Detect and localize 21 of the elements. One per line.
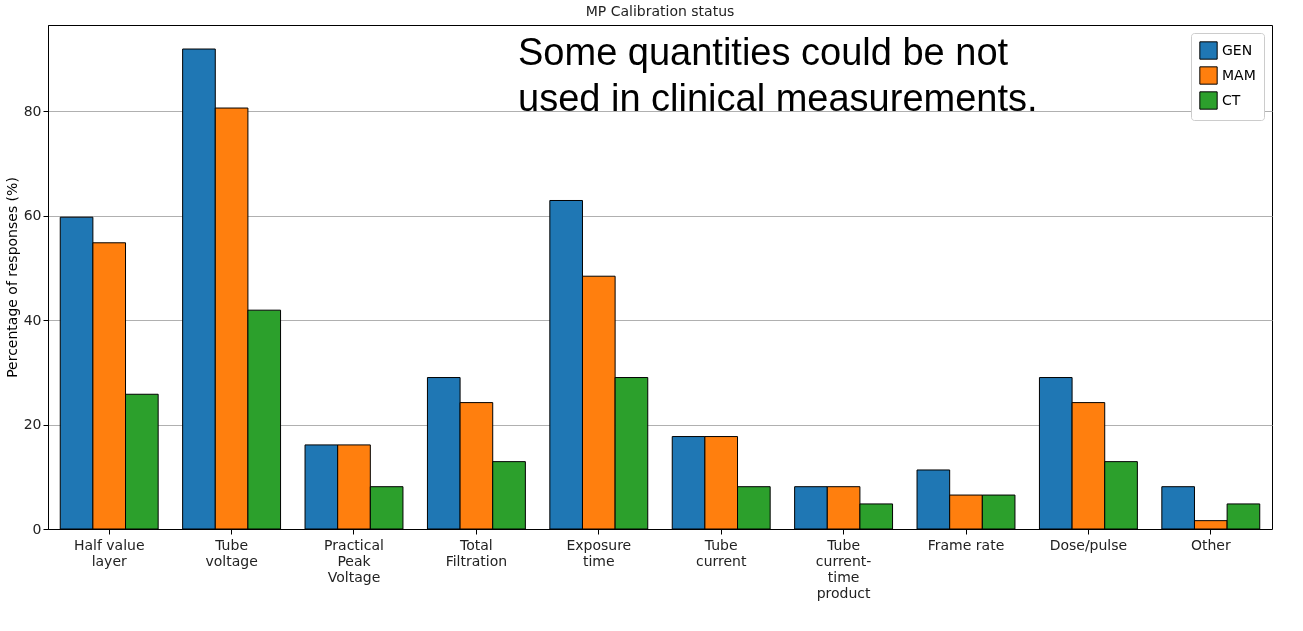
- y-tick-label: 60: [23, 207, 42, 224]
- x-tick-label: Tube voltage: [205, 536, 258, 569]
- y-tick-label: 40: [23, 311, 42, 328]
- x-tick-label: Total Filtration: [445, 536, 508, 569]
- y-tick-label: 20: [23, 416, 42, 433]
- y-tick-label: 0: [32, 520, 42, 537]
- x-tick-label: Exposure time: [566, 536, 632, 569]
- y-tick-label: 80: [23, 102, 42, 119]
- x-tick-label: Tube current: [695, 536, 747, 569]
- x-tick-label: Frame rate: [927, 536, 1005, 553]
- chart-title: MP Calibration status: [585, 3, 735, 19]
- legend-label: CT: [1222, 91, 1241, 108]
- x-tick-label: Half value layer: [73, 536, 145, 569]
- annotation: Some quantities could be not used in clinical measurements.: [518, 31, 1038, 119]
- legend-label: MAM: [1222, 66, 1256, 83]
- x-tick-label: Dose/pulse: [1049, 536, 1128, 553]
- legend-label: GEN: [1222, 41, 1253, 58]
- x-tick-label: Other: [1190, 536, 1231, 553]
- x-tick-label: Practical Peak Voltage: [324, 536, 384, 585]
- y-axis-title: Percentage of responses (%): [3, 177, 20, 378]
- x-tick-label: Tube current-time product: [815, 536, 872, 601]
